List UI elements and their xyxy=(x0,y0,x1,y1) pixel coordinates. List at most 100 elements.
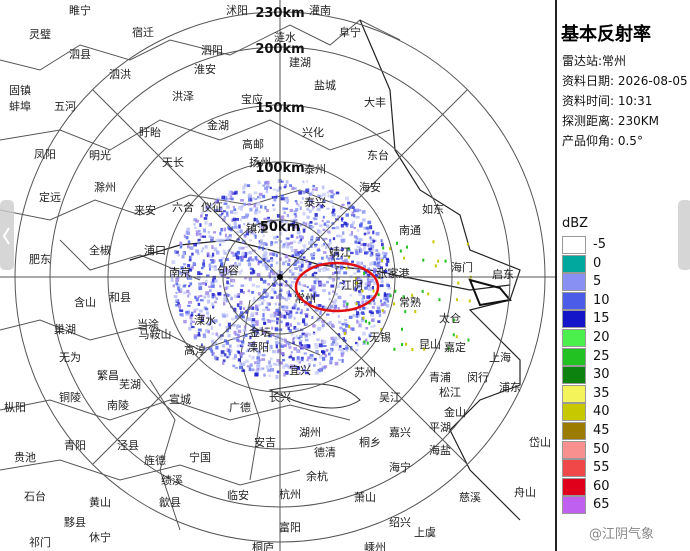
echo-pixel xyxy=(447,347,450,351)
echo-pixel xyxy=(191,320,195,323)
echo-pixel xyxy=(377,253,381,257)
echo-pixel xyxy=(262,299,266,302)
echo-pixel xyxy=(271,287,275,292)
echo-pixel xyxy=(262,279,267,284)
legend-label: 45 xyxy=(593,423,610,438)
scroll-right-button[interactable] xyxy=(678,200,690,270)
echo-pixel xyxy=(328,352,331,356)
echo-pixel xyxy=(228,197,232,200)
place-label: 沭阳 xyxy=(226,4,248,17)
echo-pixel xyxy=(179,241,183,246)
echo-pixel xyxy=(256,364,261,367)
echo-pixel xyxy=(242,186,246,190)
echo-pixel xyxy=(344,319,348,322)
echo-pixel xyxy=(202,262,206,266)
echo-pixel xyxy=(221,195,226,200)
echo-pixel xyxy=(354,276,357,280)
echo-pixel xyxy=(380,266,383,270)
echo-pixel xyxy=(330,284,335,288)
place-label: 萧山 xyxy=(354,491,376,504)
echo-pixel xyxy=(239,300,243,305)
echo-pixel xyxy=(292,341,295,345)
echo-pixel xyxy=(248,354,251,358)
echo-pixel xyxy=(377,320,381,323)
place-label: 句容 xyxy=(217,263,239,277)
place-label: 绩溪 xyxy=(161,474,183,487)
echo-pixel xyxy=(340,353,344,358)
echo-pixel xyxy=(333,252,337,256)
scroll-left-button[interactable] xyxy=(0,200,14,270)
echo-pixel xyxy=(310,191,314,195)
place-label: 嵊州 xyxy=(364,541,386,551)
radar-station xyxy=(277,274,283,280)
echo-pixel xyxy=(370,313,374,317)
echo-pixel xyxy=(256,201,261,206)
echo-pixel xyxy=(283,314,286,319)
place-label: 松江 xyxy=(439,385,461,399)
echo-pixel xyxy=(250,258,255,262)
echo-pixel xyxy=(228,349,233,353)
echo-pixel xyxy=(176,283,181,288)
echo-pixel xyxy=(296,231,301,235)
echo-pixel xyxy=(341,323,345,326)
echo-pixel xyxy=(343,283,346,288)
echo-pixel xyxy=(322,228,326,232)
echo-pixel xyxy=(283,344,287,348)
echo-pixel xyxy=(195,249,200,253)
echo-pixel xyxy=(247,262,252,267)
echo-pixel xyxy=(377,293,380,297)
echo-pixel xyxy=(358,290,361,293)
echo-pixel xyxy=(432,240,435,244)
echo-pixel xyxy=(339,248,343,252)
echo-pixel xyxy=(339,234,343,238)
echo-pixel xyxy=(318,304,322,307)
echo-pixel xyxy=(354,265,358,269)
legend-swatch xyxy=(562,273,586,292)
place-label: 宝应 xyxy=(241,92,263,106)
echo-pixel xyxy=(299,239,302,243)
echo-pixel xyxy=(326,220,330,223)
echo-pixel xyxy=(258,303,262,307)
echo-pixel xyxy=(244,215,249,219)
place-label: 启东 xyxy=(492,268,514,281)
echo-pixel xyxy=(249,197,253,202)
echo-pixel xyxy=(234,190,238,195)
left-arrow xyxy=(2,227,10,245)
echo-pixel xyxy=(381,257,385,260)
echo-pixel xyxy=(280,194,284,197)
echo-pixel xyxy=(218,214,222,218)
place-label: 镇江 xyxy=(246,221,268,235)
echo-pixel xyxy=(305,338,309,342)
echo-pixel xyxy=(187,294,190,298)
echo-pixel xyxy=(229,235,232,239)
echo-pixel xyxy=(297,227,300,232)
echo-pixel xyxy=(339,282,342,285)
echo-pixel xyxy=(326,313,330,316)
echo-pixel xyxy=(368,294,373,299)
echo-pixel xyxy=(237,358,242,362)
echo-pixel xyxy=(377,252,380,255)
echo-pixel xyxy=(328,320,332,324)
echo-pixel xyxy=(385,269,390,274)
echo-pixel xyxy=(267,319,272,324)
echo-pixel xyxy=(349,233,353,237)
echo-pixel xyxy=(329,241,332,245)
echo-pixel xyxy=(226,276,230,279)
legend-swatch xyxy=(562,254,586,273)
echo-pixel xyxy=(322,340,327,344)
echo-pixel xyxy=(364,282,368,286)
echo-pixel xyxy=(362,242,367,247)
echo-pixel xyxy=(257,298,261,301)
echo-pixel xyxy=(313,280,317,285)
echo-pixel xyxy=(266,259,271,263)
place-label: 盐城 xyxy=(314,79,336,92)
echo-pixel xyxy=(279,257,282,261)
echo-pixel xyxy=(272,228,276,231)
echo-pixel xyxy=(370,278,374,283)
echo-pixel xyxy=(241,239,246,244)
echo-pixel xyxy=(202,259,205,263)
echo-pixel xyxy=(280,224,284,228)
place-label: 嘉定 xyxy=(444,340,466,354)
echo-pixel xyxy=(215,297,218,301)
echo-pixel xyxy=(267,283,271,286)
